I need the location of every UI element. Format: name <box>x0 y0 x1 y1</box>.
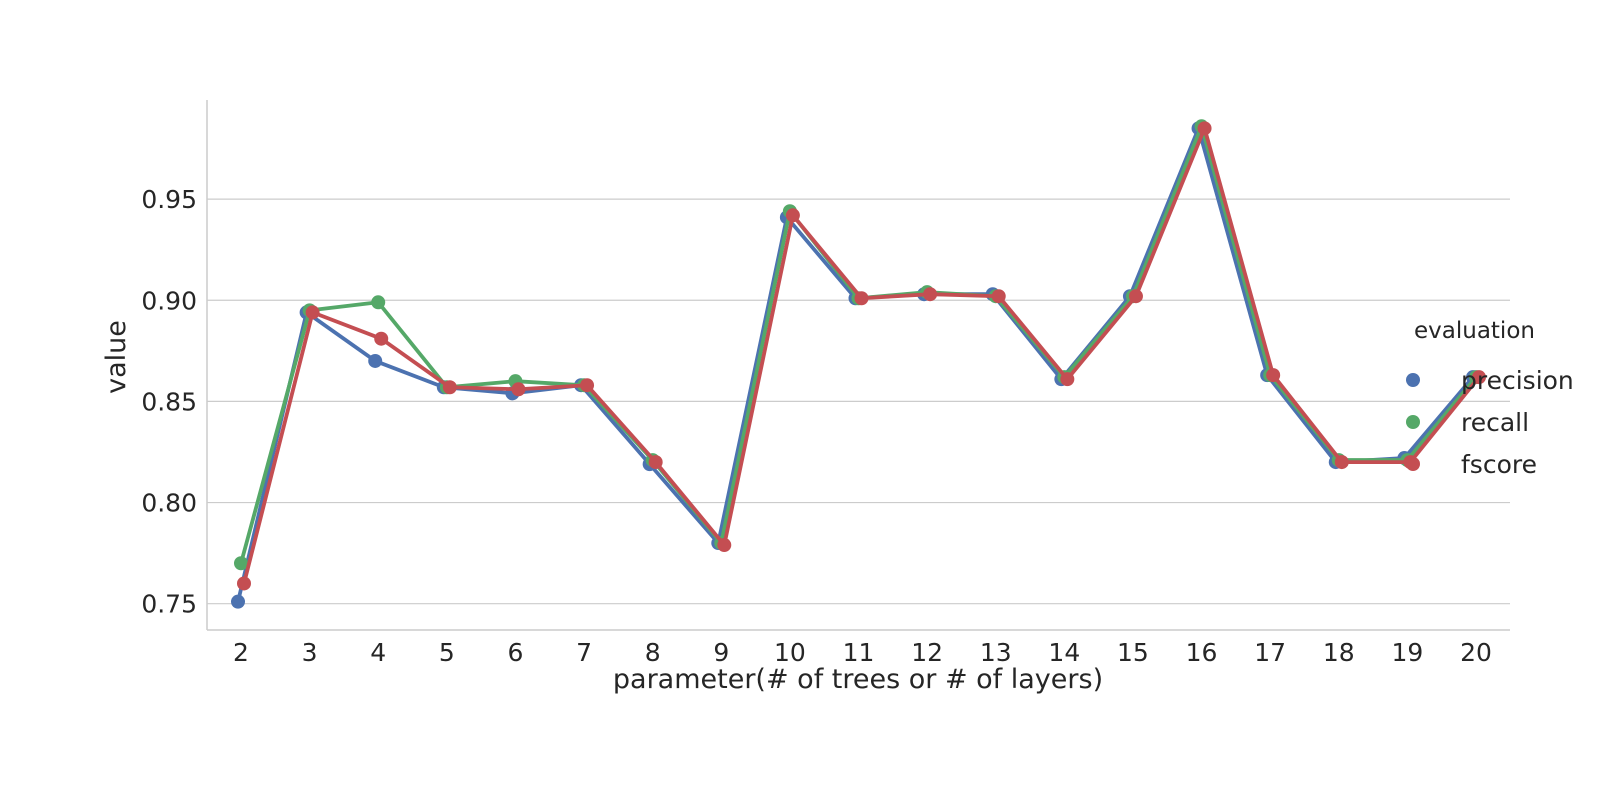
data-point-fscore <box>991 289 1006 304</box>
data-series <box>231 119 1486 609</box>
legend-marker-recall <box>1406 415 1420 429</box>
x-tick-label: 18 <box>1323 638 1355 667</box>
series-line-recall <box>239 124 1478 564</box>
data-point-recall <box>234 556 248 571</box>
data-point-fscore <box>717 538 732 553</box>
data-point-fscore <box>785 208 800 223</box>
x-tick-label: 5 <box>439 638 455 667</box>
y-axis-label: value <box>101 320 132 394</box>
data-point-fscore <box>511 382 526 397</box>
data-point-fscore <box>1060 372 1075 387</box>
grid-lines <box>207 198 1510 605</box>
data-point-fscore <box>237 576 251 591</box>
data-point-fscore <box>580 378 595 393</box>
data-point-precision <box>368 353 383 368</box>
data-point-fscore <box>923 287 938 302</box>
x-tick-label: 13 <box>980 638 1012 667</box>
data-point-fscore <box>854 291 869 306</box>
legend-label-precision: precision <box>1461 366 1574 395</box>
x-tick-label: 16 <box>1186 638 1218 667</box>
x-tick-label: 8 <box>645 638 661 667</box>
x-tick-label: 7 <box>576 638 592 667</box>
x-tick-label: 4 <box>370 638 386 667</box>
data-point-precision <box>231 594 245 609</box>
data-point-fscore <box>1334 455 1349 470</box>
data-point-fscore <box>1472 370 1486 385</box>
legend-label-fscore: fscore <box>1461 450 1537 479</box>
y-tick-label: 0.85 <box>141 387 197 416</box>
legend-marker-fscore <box>1406 457 1420 471</box>
x-axis-label: parameter(# of trees or # of layers) <box>613 664 1103 695</box>
data-point-fscore <box>1128 289 1143 304</box>
x-tick-label: 12 <box>911 638 943 667</box>
data-point-fscore <box>305 305 320 320</box>
x-tick-label: 3 <box>302 638 318 667</box>
x-tick-label: 20 <box>1460 638 1492 667</box>
data-point-fscore <box>1266 368 1281 383</box>
x-tick-label: 10 <box>774 638 806 667</box>
y-tick-label: 0.90 <box>141 286 197 315</box>
y-tick-label: 0.95 <box>141 185 197 214</box>
y-tick-label: 0.75 <box>141 590 197 619</box>
y-tick-label: 0.80 <box>141 489 197 518</box>
x-tick-label: 11 <box>843 638 875 667</box>
series-fscore <box>237 121 1486 591</box>
x-tick-label: 19 <box>1391 638 1423 667</box>
data-point-recall <box>371 295 386 310</box>
legend-marker-precision <box>1406 373 1420 387</box>
legend-title: evaluation <box>1414 318 1535 344</box>
x-tick-label: 9 <box>713 638 729 667</box>
x-tick-label: 15 <box>1117 638 1149 667</box>
legend: evaluation precision recall fscore <box>1406 318 1574 479</box>
data-point-fscore <box>442 380 457 395</box>
x-tick-label: 17 <box>1254 638 1286 667</box>
data-point-fscore <box>648 455 663 470</box>
data-point-fscore <box>374 331 389 346</box>
series-line-fscore <box>242 126 1481 584</box>
data-point-fscore <box>1197 121 1212 136</box>
x-tick-label: 2 <box>233 638 249 667</box>
axes <box>206 100 1510 631</box>
x-tick-label: 14 <box>1048 638 1080 667</box>
x-tick-label: 6 <box>507 638 523 667</box>
legend-label-recall: recall <box>1461 408 1529 437</box>
tick-labels: 0.75 0.80 0.85 0.90 0.95 2 3 4 5 6 7 8 9 10 11 12 13 14 15… <box>141 185 1492 667</box>
